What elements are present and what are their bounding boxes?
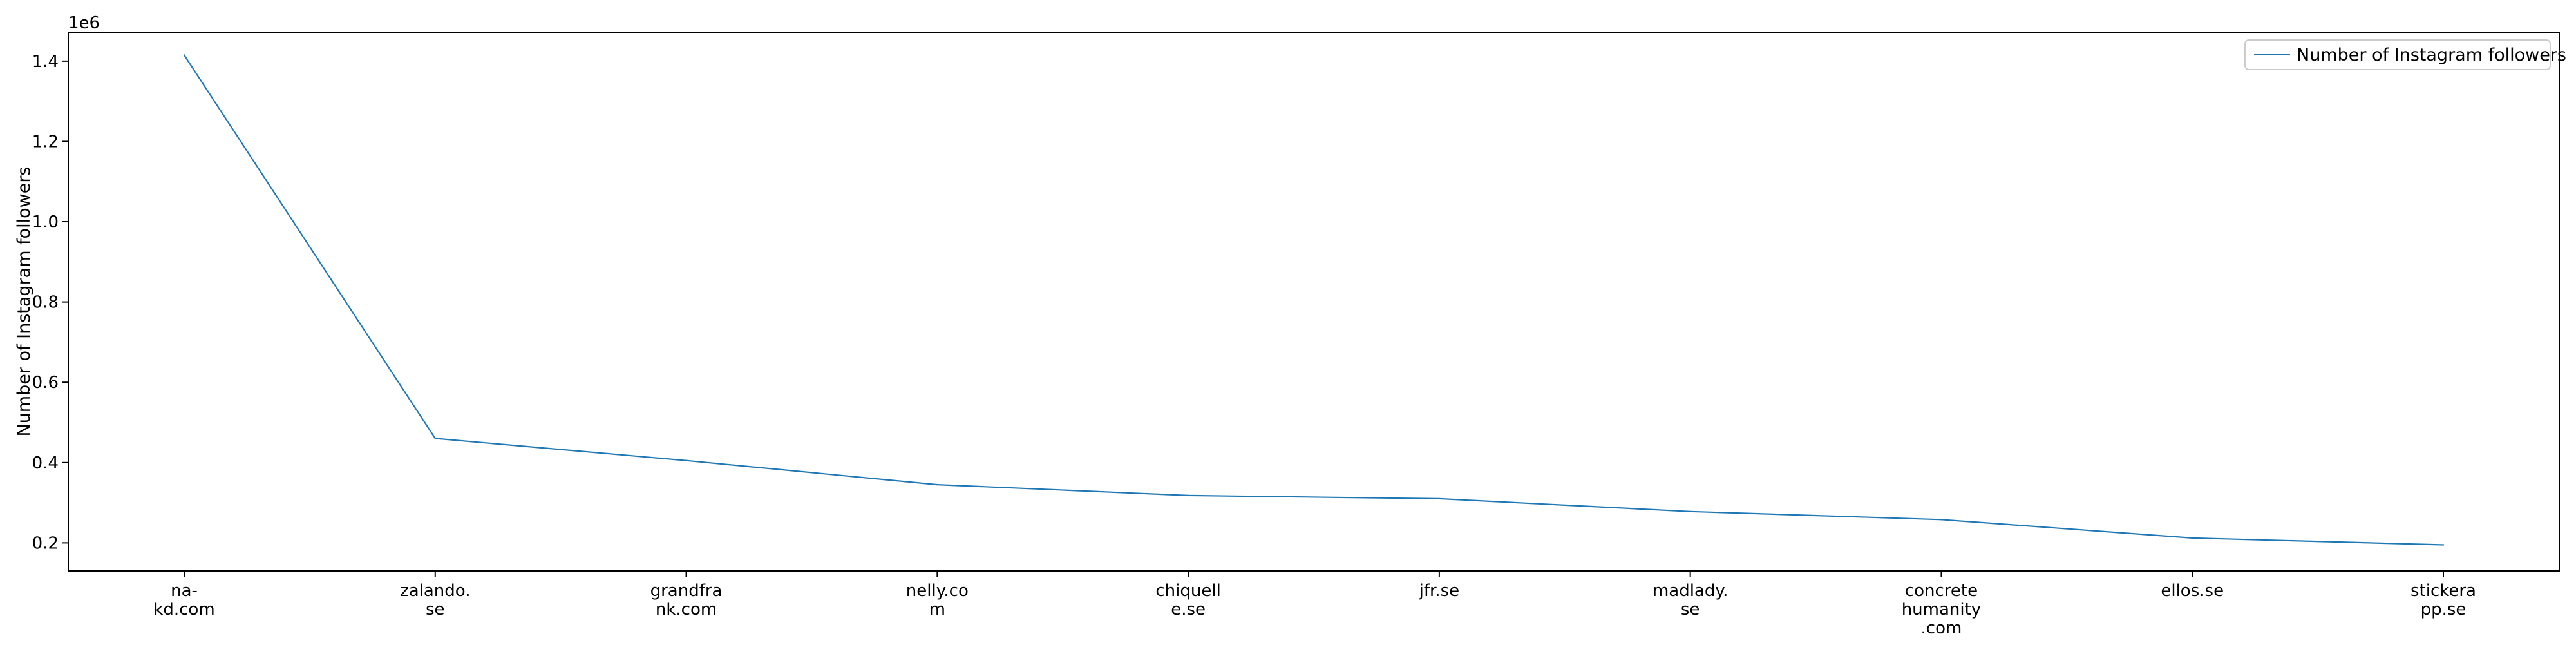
data-point	[434, 438, 436, 439]
x-tick-label-line: m	[929, 600, 945, 619]
x-tick-label-line: humanity	[1902, 600, 1982, 619]
data-point	[183, 54, 185, 56]
y-tick-label: 0.6	[32, 373, 59, 392]
x-tick-label: madlady. se	[1653, 581, 1728, 619]
y-tick-label: 1.2	[32, 132, 59, 151]
x-tick-label-line: na-	[171, 581, 198, 601]
x-tick-label: concrete humanity .com	[1902, 581, 1982, 638]
x-tick-label-line: kd.com	[153, 600, 214, 619]
data-point	[1438, 497, 1441, 500]
legend-series-label: Number of Instagram followers	[2297, 45, 2566, 65]
data-point	[1940, 519, 1942, 521]
x-tick-label-line: .com	[1921, 619, 1962, 638]
x-tick-label-line: nk.com	[656, 600, 717, 619]
x-tick-label-line: madlady.	[1653, 581, 1728, 601]
x-tick-label: grandfra nk.com	[650, 581, 723, 619]
plot-frame	[68, 32, 2560, 572]
y-axis: 0.2 0.4 0.6 0.8 1.0 1.2 1.4	[32, 52, 68, 553]
x-tick-label-line: ellos.se	[2161, 581, 2224, 601]
y-axis-offset-label: 1e6	[68, 14, 100, 33]
y-tick-label: 0.2	[32, 534, 59, 553]
legend: Number of Instagram followers	[2244, 39, 2566, 70]
plot-layer	[183, 54, 2445, 546]
y-tick-label: 1.4	[32, 52, 59, 72]
data-point	[2442, 544, 2445, 546]
x-tick-label: zalando. se	[400, 581, 470, 619]
y-tick-label: 0.4	[32, 454, 59, 473]
x-tick-label-line: e.se	[1171, 600, 1206, 619]
x-tick-label-line: chiquell	[1155, 581, 1220, 601]
x-tick-label: nelly.co m	[906, 581, 969, 619]
x-tick-label-line: pp.se	[2421, 600, 2467, 619]
x-tick-label: na-kd.com	[153, 581, 214, 619]
x-tick-label-line: jfr.se	[1419, 581, 1460, 601]
x-tick-label: chiquell e.se	[1155, 581, 1220, 619]
series-line	[184, 54, 2444, 546]
x-tick-label-line: stickera	[2410, 581, 2476, 601]
y-axis-label: Number of Instagram followers	[14, 166, 34, 436]
y-tick-label: 0.8	[32, 293, 59, 313]
y-tick-label: 1.0	[32, 213, 59, 232]
x-tick-label-line: se	[426, 600, 445, 619]
data-point	[1187, 494, 1189, 497]
x-tick-label-line: concrete	[1905, 581, 1978, 601]
x-tick-label-line: nelly.co	[906, 581, 969, 601]
x-tick-label: stickera pp.se	[2410, 581, 2476, 619]
data-point	[685, 459, 687, 461]
x-tick-label-line: grandfra	[650, 581, 723, 601]
data-point	[2192, 537, 2193, 539]
data-point	[936, 483, 938, 486]
x-tick-label-line: se	[1681, 600, 1700, 619]
x-tick-label: jfr.se	[1419, 581, 1460, 601]
legend-frame	[2244, 39, 2551, 70]
x-tick-label-line: zalando.	[400, 581, 470, 601]
data-point	[1689, 510, 1691, 513]
x-tick-label: ellos.se	[2161, 581, 2224, 601]
